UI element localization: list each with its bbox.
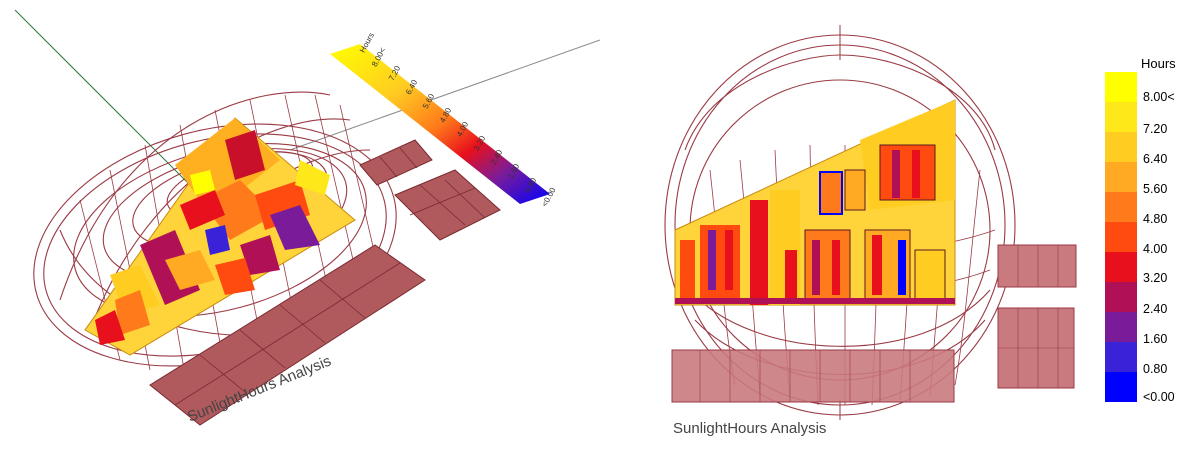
plan-panel-gridlines — [699, 245, 1074, 402]
legend-swatch — [1105, 252, 1137, 282]
legend-tick: 6.40 — [1143, 152, 1168, 166]
legend-tick: 7.20 — [1143, 122, 1168, 136]
perspective-view-panel: Hours 8.00< 7.20 6.40 5.60 4.80 4.00 3.2… — [14, 9, 600, 426]
panel-gridlines — [174, 147, 486, 406]
legend-swatch — [1105, 282, 1137, 312]
legend-swatch — [1105, 372, 1137, 402]
legend-tick: <0.00 — [1143, 390, 1175, 404]
sun-vector-line — [14, 9, 211, 206]
legend-tick: 3.20 — [1143, 271, 1168, 285]
legend-color-bar — [1105, 72, 1137, 402]
legend-tick: 0.80 — [1143, 362, 1168, 376]
legend-swatch — [1105, 222, 1137, 252]
legend-plan: Hours 8.00< 7.20 6.40 5.60 4.80 4.00 3.2… — [1105, 56, 1185, 410]
legend-swatch — [1105, 132, 1137, 162]
legend-swatch — [1105, 162, 1137, 192]
legend-tick: 4.80 — [1143, 212, 1168, 226]
legend-swatch — [1105, 342, 1137, 372]
axis-line — [289, 39, 600, 151]
plan-shading-panels — [671, 244, 1077, 403]
legend-perspective: Hours 8.00< 7.20 6.40 5.60 4.80 4.00 3.2… — [330, 31, 590, 234]
site-massing — [84, 117, 356, 356]
perspective-sunpath-diagram — [14, 9, 600, 426]
legend-swatch — [1105, 102, 1137, 132]
shading-panels — [149, 139, 501, 426]
legend-tick: 2.40 — [1143, 302, 1168, 316]
plan-view-panel: SunlightHours Analysis Hours 8.00< 7.20 … — [600, 0, 1190, 455]
plan-sunpath-diagram — [664, 25, 1077, 420]
plan-site-heatmap — [674, 99, 956, 306]
legend-swatch — [1105, 192, 1137, 222]
legend-title: Hours — [1141, 56, 1176, 71]
legend-tick: 1.60 — [1143, 332, 1168, 346]
legend-perspective-gradient — [330, 44, 550, 204]
legend-tick: 5.60 — [1143, 182, 1168, 196]
legend-tick: 4.00 — [1143, 242, 1168, 256]
caption-plan: SunlightHours Analysis — [673, 420, 827, 437]
legend-swatch — [1105, 72, 1137, 102]
legend-tick: 8.00< — [1143, 90, 1175, 104]
legend-swatch — [1105, 312, 1137, 342]
